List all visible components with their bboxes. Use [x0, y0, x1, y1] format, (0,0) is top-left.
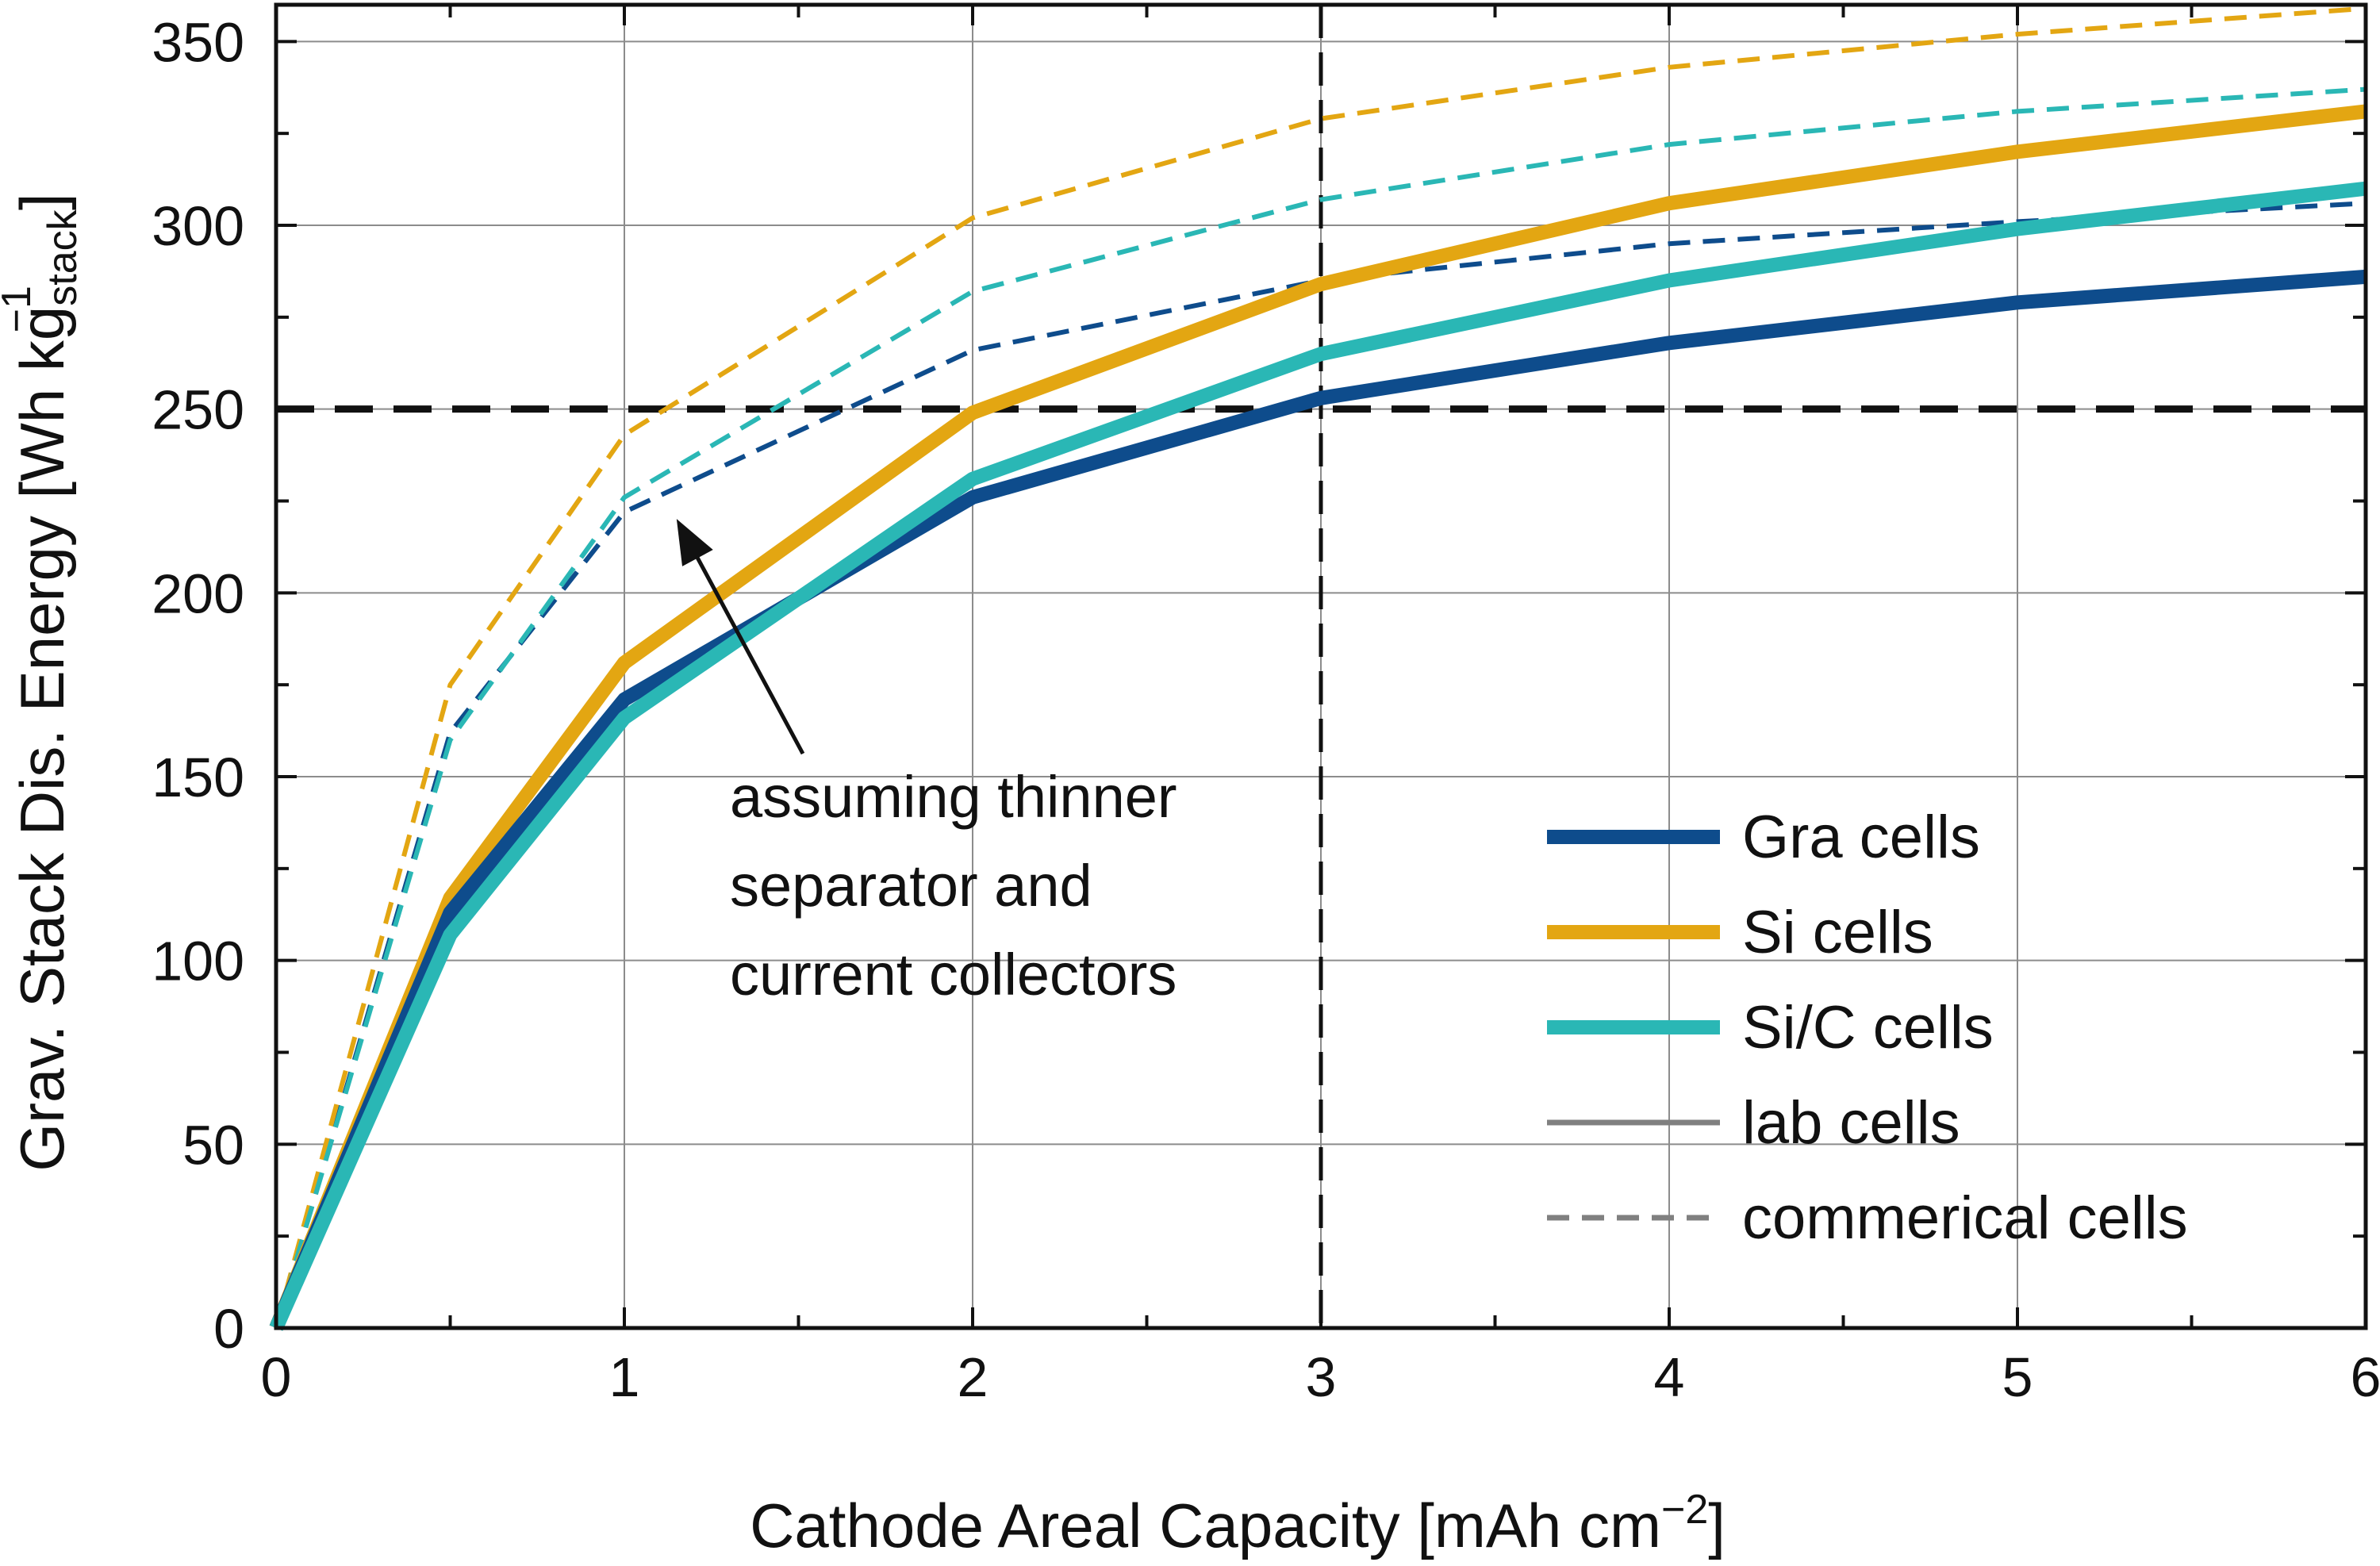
y-tick-label-200: 200 — [152, 562, 244, 624]
legend-label-si-c-cells: Si/C cells — [1742, 994, 1994, 1061]
y-tick-label-350: 350 — [152, 11, 244, 73]
annotation: assuming thinner separator and current col… — [676, 519, 1177, 1008]
x-tick-label-0: 0 — [261, 1346, 292, 1408]
x-tick-label-2: 2 — [958, 1346, 988, 1408]
annotation-text-line-3: current collectors — [730, 942, 1177, 1008]
x-axis-label-sup: −2 — [1661, 1487, 1708, 1533]
annotation-arrow-line — [685, 538, 805, 755]
y-axis-label: Grav. Stack Dis. Energy [Wh kgstack−1] — [0, 193, 86, 1171]
y-tick-label-250: 250 — [152, 379, 244, 441]
annotation-arrow-head — [676, 519, 713, 566]
x-axis-label: Cathode Areal Capacity [mAh cm−2] — [750, 1487, 1726, 1560]
y-tick-label-50: 50 — [182, 1114, 244, 1176]
x-tick-label-5: 5 — [2002, 1346, 2033, 1408]
y-axis-label-sup: −1 — [0, 286, 40, 332]
series-line-commercial-si-c-cells — [274, 86, 2367, 1329]
legend: Gra cells Si cells Si/C cells lab cells comm… — [1547, 804, 2188, 1252]
legend-label-gra-cells: Gra cells — [1742, 804, 1980, 871]
x-tick-label-4: 4 — [1654, 1346, 1685, 1408]
series-line-lab-gra-cells — [269, 269, 2367, 1331]
legend-label-lab-cells: lab cells — [1742, 1089, 1960, 1157]
tick-labels: 0 1 2 3 4 5 6 0 50 100 150 200 250 300 350 — [152, 11, 2380, 1408]
y-tick-label-100: 100 — [152, 931, 244, 992]
y-axis-label-main: Grav. Stack Dis. Energy [Wh kg — [7, 306, 77, 1172]
x-tick-label-3: 3 — [1306, 1346, 1337, 1408]
series-line-commercial-si-cells — [274, 6, 2367, 1329]
series-line-lab-si-c-cells — [269, 181, 2367, 1331]
y-axis-label-end: ] — [7, 193, 77, 210]
legend-label-commerical-cells: commerical cells — [1742, 1184, 2188, 1252]
x-axis-label-main: Cathode Areal Capacity [mAh cm — [750, 1491, 1661, 1560]
reference-lines — [276, 5, 2366, 1328]
y-tick-label-300: 300 — [152, 195, 244, 257]
x-axis-label-end: ] — [1708, 1491, 1726, 1560]
data-series — [269, 6, 2367, 1331]
x-tick-label-6: 6 — [2351, 1346, 2380, 1408]
legend-label-si-cells: Si cells — [1742, 899, 1933, 966]
annotation-text-line-2: separator and — [730, 853, 1092, 919]
y-axis-label-sub: stack — [40, 209, 86, 305]
series-line-lab-si-cells — [269, 104, 2367, 1331]
axis-ticks — [274, 5, 2367, 1330]
y-tick-label-0: 0 — [213, 1298, 244, 1360]
x-tick-label-1: 1 — [609, 1346, 640, 1408]
annotation-text-line-1: assuming thinner — [730, 764, 1177, 830]
y-tick-label-150: 150 — [152, 747, 244, 808]
